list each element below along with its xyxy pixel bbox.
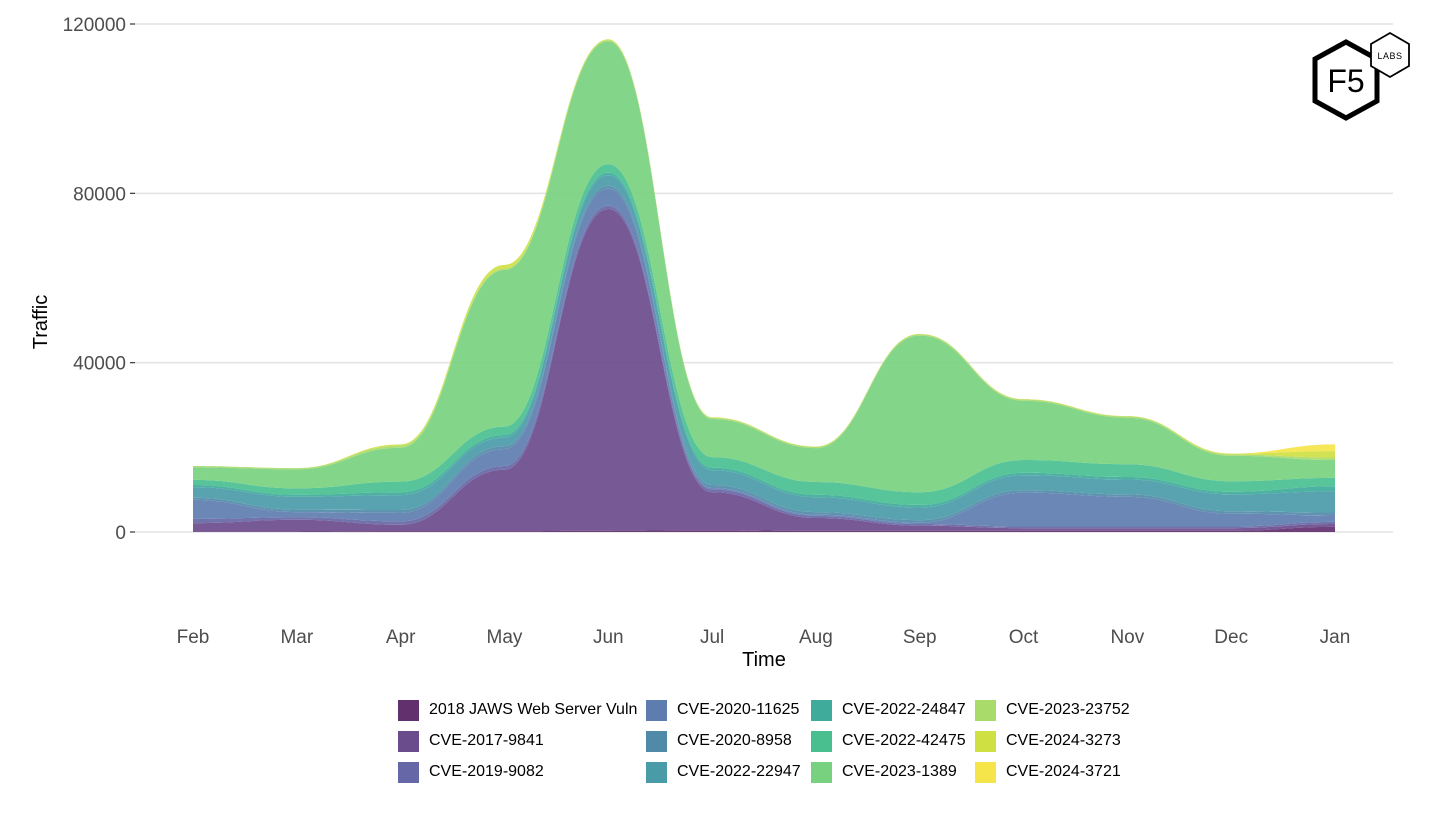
legend-label: CVE-2022-22947 <box>677 763 801 780</box>
x-tick-label: Aug <box>799 627 833 648</box>
legend-label: CVE-2024-3273 <box>1006 732 1121 749</box>
legend-item: CVE-2024-3273 <box>975 729 1145 753</box>
x-tick-label: May <box>487 627 523 648</box>
legend-swatch <box>646 761 667 783</box>
x-tick-label: Dec <box>1214 627 1248 648</box>
x-tick-label: Apr <box>386 627 416 648</box>
y-tick-label: 40000 <box>73 354 126 375</box>
legend-item: CVE-2022-42475 <box>811 729 975 753</box>
legend-label: CVE-2022-24847 <box>842 701 966 718</box>
stream-cve-2023-23752 <box>193 40 1335 470</box>
y-axis: 0 40000 80000 120000 <box>63 15 135 544</box>
legend-item: CVE-2020-8958 <box>646 729 811 753</box>
legend-item: CVE-2017-9841 <box>398 729 646 753</box>
x-tick-label: Jul <box>700 627 724 648</box>
legend-swatch <box>975 730 996 752</box>
legend-item: CVE-2022-24847 <box>811 698 975 722</box>
stream-layers <box>193 39 1335 532</box>
stream-cve-2023-1389 <box>193 41 1335 493</box>
x-tick-label: Jan <box>1320 627 1351 648</box>
legend-label: CVE-2023-23752 <box>1006 701 1130 718</box>
legend-label: CVE-2020-11625 <box>677 701 800 718</box>
legend-swatch <box>975 699 996 721</box>
legend-label: CVE-2024-3721 <box>1006 763 1121 780</box>
legend-swatch <box>398 761 419 783</box>
x-tick-label: Nov <box>1110 627 1144 648</box>
legend-item: CVE-2023-23752 <box>975 698 1145 722</box>
legend-label: CVE-2020-8958 <box>677 732 792 749</box>
x-axis: Feb Mar Apr May Jun Jul Aug Sep Oct Nov Dec Jan <box>177 627 1351 648</box>
legend-item: CVE-2019-9082 <box>398 760 646 784</box>
y-tick-label: 0 <box>115 523 126 544</box>
legend-label: CVE-2023-1389 <box>842 763 957 780</box>
legend-swatch <box>646 699 667 721</box>
y-axis-title: Traffic <box>30 295 52 349</box>
x-tick-label: Feb <box>177 627 210 648</box>
legend-swatch <box>398 730 419 752</box>
legend-swatch <box>811 761 832 783</box>
x-tick-label: Jun <box>593 627 624 648</box>
legend-label: CVE-2017-9841 <box>429 732 544 749</box>
x-tick-label: Sep <box>903 627 937 648</box>
stream-cve-2024-3273 <box>193 39 1335 469</box>
legend-swatch <box>811 699 832 721</box>
x-tick-label: Mar <box>280 627 313 648</box>
legend-item: CVE-2022-22947 <box>646 760 811 784</box>
legend-item: CVE-2020-11625 <box>646 698 811 722</box>
f5-labs-logo: F5 LABS <box>1306 30 1416 122</box>
y-tick-label: 120000 <box>63 15 126 36</box>
legend-item: CVE-2023-1389 <box>811 760 975 784</box>
legend-label: CVE-2019-9082 <box>429 763 544 780</box>
chart-legend: 2018 JAWS Web Server Vuln CVE-2017-9841 CV… <box>398 698 1145 784</box>
logo-badge-text: LABS <box>1377 51 1402 61</box>
legend-item: 2018 JAWS Web Server Vuln <box>398 698 646 722</box>
stream-cve-2024-3721 <box>193 39 1335 469</box>
legend-label: 2018 JAWS Web Server Vuln <box>429 701 638 718</box>
logo-badge-hexagon <box>1370 31 1410 79</box>
x-tick-label: Oct <box>1009 627 1039 648</box>
legend-swatch <box>398 699 419 721</box>
legend-swatch <box>975 761 996 783</box>
legend-swatch <box>646 730 667 752</box>
legend-swatch <box>811 730 832 752</box>
legend-label: CVE-2022-42475 <box>842 732 966 749</box>
y-tick-label: 80000 <box>73 184 126 205</box>
legend-item: CVE-2024-3721 <box>975 760 1145 784</box>
logo-main-text: F5 <box>1327 63 1364 99</box>
x-axis-title: Time <box>742 649 786 671</box>
